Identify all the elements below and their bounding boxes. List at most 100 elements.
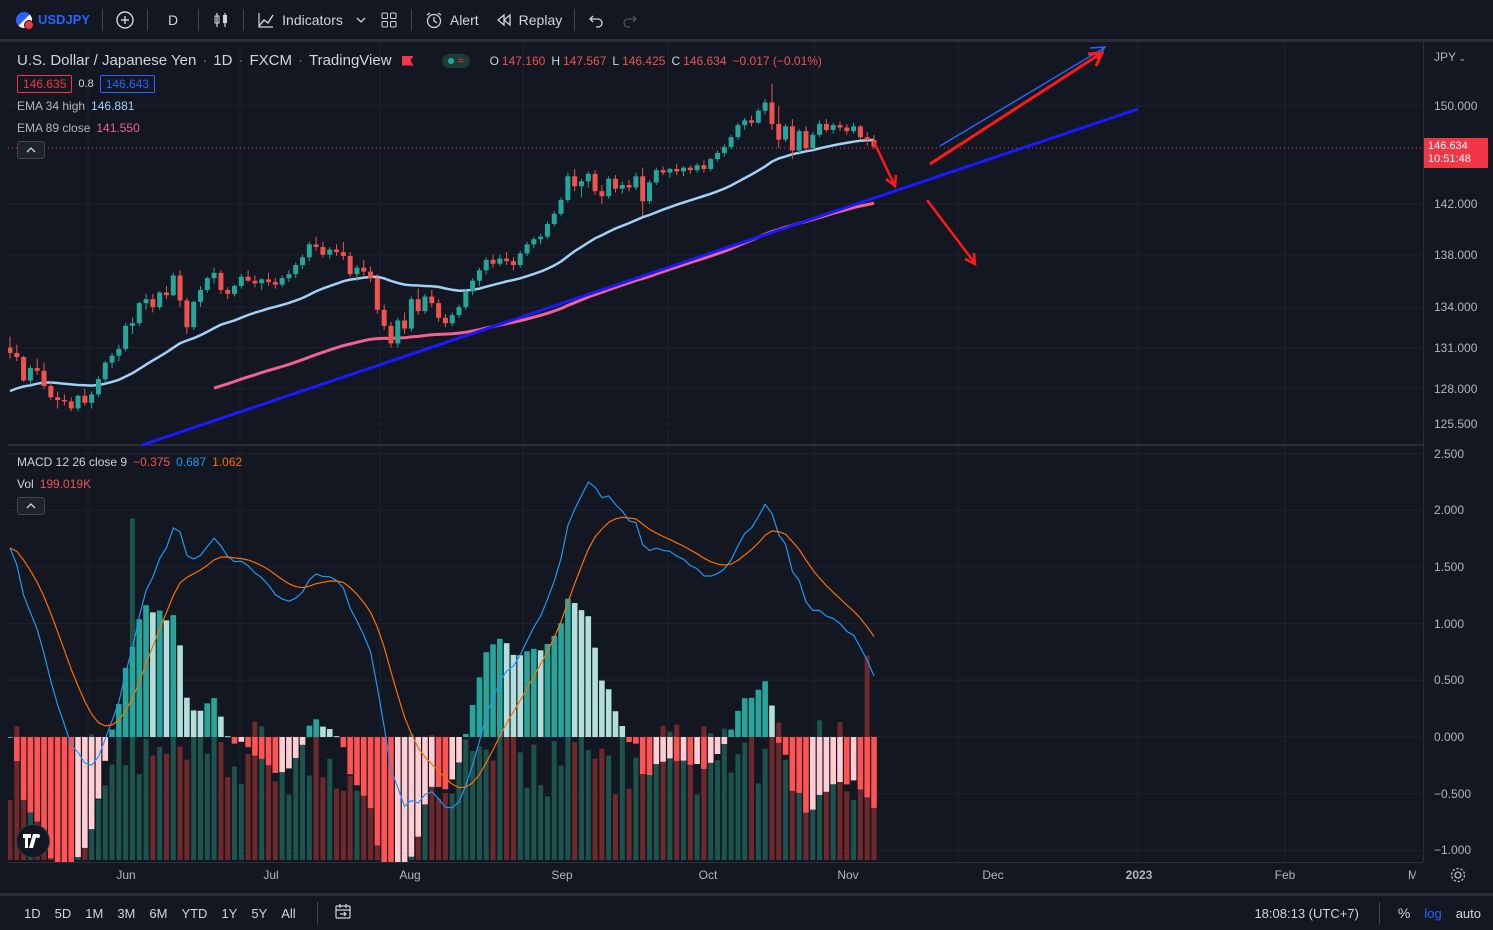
layout-button[interactable] [371,0,407,41]
volume-bar [177,746,183,860]
collapse-macd-legend-button[interactable] [17,497,45,515]
macd-histogram-bar [612,711,619,737]
volume-bar [483,749,489,860]
wave-icon: ≈ [457,54,464,67]
price-tick: 150.000 [1434,99,1478,113]
market-status-badge[interactable]: ≈ [441,53,470,68]
range-button-1y[interactable]: 1Y [221,905,238,921]
macd-tick: 1.500 [1434,559,1465,574]
percent-scale-toggle[interactable]: % [1397,905,1411,921]
volume-bar [585,750,591,860]
alert-button[interactable]: Alert [416,0,487,41]
volume-bar [218,742,224,860]
log-scale-toggle[interactable]: log [1424,905,1442,921]
macd-histogram-bar [428,737,435,787]
flag-marker-icon[interactable] [401,55,414,66]
volume-bar [851,799,857,860]
price-scale[interactable]: JPY ⌄ 150.000 142.000 138.000 134.000 131.00… [1423,42,1493,862]
macd-histogram-bar [843,737,850,785]
volume-bar [211,721,217,860]
candle-body [585,173,591,182]
price-tick: 138.000 [1434,247,1478,262]
volume-bar [334,788,340,860]
ema34-label[interactable]: EMA 34 high [17,99,86,113]
collapse-legend-button[interactable] [17,141,45,159]
interval-button[interactable]: D [152,0,194,41]
chart-type-button[interactable] [203,0,239,41]
symbol-search-button[interactable]: USDJPY [0,0,98,41]
range-button-all[interactable]: All [281,905,296,921]
candle-body [170,275,176,296]
close-value: 146.634 [683,53,727,68]
macd-histogram-bar [122,667,129,737]
chart-canvas[interactable] [7,42,1423,914]
scale-settings-button[interactable] [1449,866,1469,886]
arrow-drawing-up-blue[interactable] [939,46,1107,147]
timezone-clock[interactable]: 18:08:13 (UTC+7) [1254,905,1359,921]
current-price-tag: 146.634 10:51:48 [1424,138,1488,168]
candle-body [252,280,258,284]
trendline-drawing[interactable] [141,107,1139,447]
macd-histogram-bar [150,612,156,737]
compare-symbol-button[interactable] [107,0,143,41]
indicator-templates-button[interactable] [351,0,371,41]
currency-selector[interactable]: JPY ⌄ [1434,50,1467,64]
volume-bar [687,741,693,860]
range-button-1m[interactable]: 1M [85,905,104,921]
macd-histogram-bar [340,737,347,748]
range-button-3m[interactable]: 3M [117,905,136,921]
redo-icon [623,15,638,28]
redo-button[interactable] [613,0,647,41]
candle-body [41,370,47,387]
chart-pane[interactable] [7,42,1423,914]
undo-button[interactable] [579,0,613,41]
rewind-icon [496,13,511,26]
indicators-button[interactable]: Indicators [248,0,351,41]
volume-bar [436,798,442,860]
buy-price-button[interactable]: 146.643 [99,75,156,93]
range-button-1d[interactable]: 1D [24,905,41,921]
candle-body [163,292,169,296]
volume-bar [347,775,353,860]
range-button-5y[interactable]: 5Y [251,905,268,921]
macd-tick: 2.000 [1434,503,1465,518]
sell-price-button[interactable]: 146.635 [17,75,73,93]
volume-bar [7,800,13,860]
candle-body [225,289,231,294]
auto-scale-toggle[interactable]: auto [1455,905,1481,921]
goto-date-button[interactable] [322,903,359,924]
volume-bar [626,788,632,860]
candle-body [721,146,727,153]
legend-interval[interactable]: 1D [213,52,233,69]
alert-label: Alert [449,11,479,28]
volume-bar [252,721,258,860]
arrow-drawing-up-red[interactable] [929,51,1105,166]
ema89-label[interactable]: EMA 89 close [17,121,91,135]
macd-label[interactable]: MACD 12 26 close 9 [17,455,128,469]
time-scale[interactable]: Jun Jul Aug Sep Oct Nov Dec 2023 Feb Mar [8,862,1423,890]
macd-histogram-bar [422,737,428,805]
macd-histogram-bar [599,680,605,737]
macd-histogram-bar [95,737,102,799]
arrow-drawing-down-short[interactable] [872,141,898,189]
candle-body [197,289,203,302]
usd-jpy-flag-icon [16,11,34,30]
candle-body [681,167,687,172]
candle-body [599,191,605,197]
macd-histogram-bar [721,737,728,744]
tradingview-logo[interactable] [16,824,50,858]
volume-label[interactable]: Vol [17,477,34,491]
candle-body [415,299,421,312]
candle-body [300,257,306,266]
range-button-5d[interactable]: 5D [54,905,72,921]
candle-body [259,279,265,284]
replay-button[interactable]: Replay [487,0,571,41]
chevron-up-icon [26,147,36,153]
range-button-ytd[interactable]: YTD [181,905,208,921]
macd-histogram-bar [775,737,782,743]
volume-bar [123,765,129,860]
volume-bar [163,753,169,860]
time-tick: Feb [1274,868,1296,882]
range-button-6m[interactable]: 6M [149,905,168,921]
arrow-drawing-down-long[interactable] [926,199,977,267]
